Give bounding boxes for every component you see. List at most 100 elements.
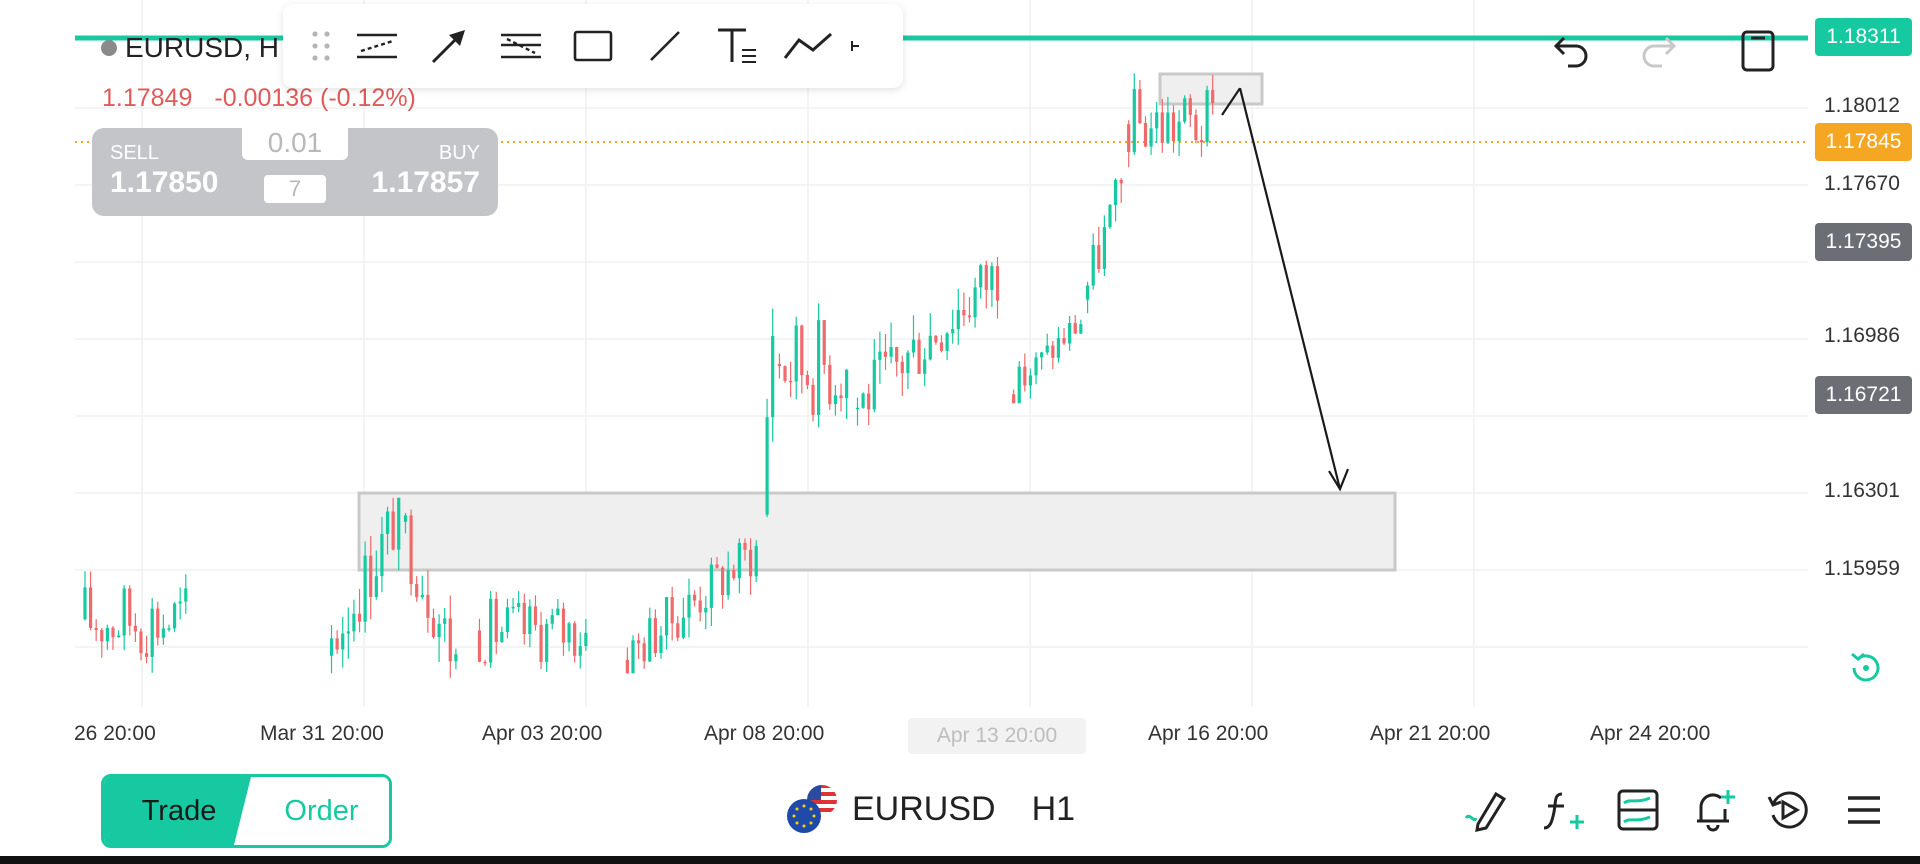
candle-body [704,607,708,613]
candle-body [783,366,787,381]
candle-body [726,570,730,596]
symbol-title: EURUSD, H [101,32,279,64]
candle-body [951,329,955,334]
candle-body [443,618,447,624]
sell-label[interactable]: SELL [110,142,159,164]
candle-body [805,375,810,385]
trade-tab[interactable]: Trade [104,777,254,845]
candle-body [178,601,182,604]
bottom-symbol-name: EURUSD [852,789,996,828]
candle-body [1177,121,1181,142]
demand-zone-rectangle [357,491,1397,572]
time-axis-label: Apr 24 20:00 [1590,722,1711,745]
candle-body [1114,179,1118,205]
candle-body [172,603,177,629]
candle-body [1143,123,1148,147]
trade-order-toggle: Trade Order [101,774,392,848]
candle-body [341,633,345,650]
candle-body [426,594,430,618]
candle-body [105,627,109,642]
text-icon[interactable] [701,4,773,88]
candle-body [1079,324,1083,334]
candle-body [1194,114,1198,140]
redo-icon[interactable] [1630,22,1686,78]
candle-body [385,511,390,534]
candle-body [556,608,560,616]
rectangle-icon[interactable] [557,4,629,88]
candle-body [1160,112,1164,143]
candle-body [483,661,487,664]
system-nav-strip [0,856,1920,864]
templates-icon[interactable] [1614,786,1662,834]
candle-body [335,638,339,650]
candle-body [403,515,408,522]
candle-body [409,515,413,585]
candle-body [648,618,652,662]
more-icon[interactable] [845,4,865,88]
price-tag-level-a: 1.17395 [1815,223,1912,261]
candle-body [150,608,154,657]
candle-body [732,570,736,579]
replay-icon[interactable] [1764,786,1812,834]
buy-label[interactable]: BUY [438,142,480,164]
arrow-icon[interactable] [413,4,485,88]
candle-body [1012,394,1016,404]
candle-body [161,628,165,638]
candle-body [855,407,860,410]
candle-body [111,627,115,638]
candle-body [329,638,334,656]
market-status-dot-icon [101,40,117,56]
fib-levels-icon[interactable] [485,4,557,88]
alert-add-icon[interactable] [1690,786,1738,834]
candle-body [431,617,436,638]
price-axis-label: 1.16301 [1824,479,1900,502]
candle-body [505,607,510,632]
candle-body [631,640,635,674]
menu-icon[interactable] [1840,786,1888,834]
candle-body [489,598,493,663]
horizontal-lines-icon[interactable] [341,4,413,88]
candle-body [1205,90,1209,143]
one-click-trade-widget: SELL 1.17850 BUY 1.17857 0.01 7 [92,126,498,216]
candle-body [625,659,629,674]
path-icon[interactable] [773,4,845,88]
candle-body [1119,179,1123,184]
symbol-selector[interactable]: EURUSD H1 [786,784,1075,834]
candle-body [1068,322,1072,344]
price-axis-label: 1.17670 [1824,172,1900,195]
clipboard-icon[interactable] [1730,22,1786,78]
trend-line-icon[interactable] [629,4,701,88]
price-chart[interactable] [0,0,1920,760]
candle-body [928,335,932,360]
candle-body [811,384,815,415]
candle-body [369,555,373,597]
candle-body [1073,322,1077,334]
candle-body [391,511,395,550]
candle-body [687,594,691,618]
candle-body [363,555,367,622]
candle-body [578,646,582,656]
undo-icon[interactable] [1544,22,1600,78]
sell-price[interactable]: 1.17850 [110,166,219,199]
bottom-bar: Trade Order [0,758,1920,856]
indicators-icon[interactable] [1540,786,1588,834]
reset-chart-icon[interactable] [1838,640,1894,696]
last-price: 1.17849 [102,84,193,112]
candle-body [872,359,876,410]
candle-body [698,600,702,613]
candle-body [642,643,646,662]
candle-body [900,361,904,374]
candle-body [720,567,725,596]
drag-handle-icon[interactable] [301,4,341,88]
candle-body [737,542,741,579]
lot-size-input[interactable]: 0.01 [242,126,348,160]
bottom-timeframe[interactable]: H1 [1031,789,1076,828]
candle-body [1086,285,1090,300]
time-cursor-label[interactable]: Apr 13 20:00 [908,718,1086,754]
candle-body [883,351,888,357]
buy-price[interactable]: 1.17857 [371,166,480,199]
drawing-tools-icon[interactable] [1464,786,1512,834]
candle-body [990,266,994,290]
candle-body [1017,366,1021,404]
candle-body [923,359,927,374]
